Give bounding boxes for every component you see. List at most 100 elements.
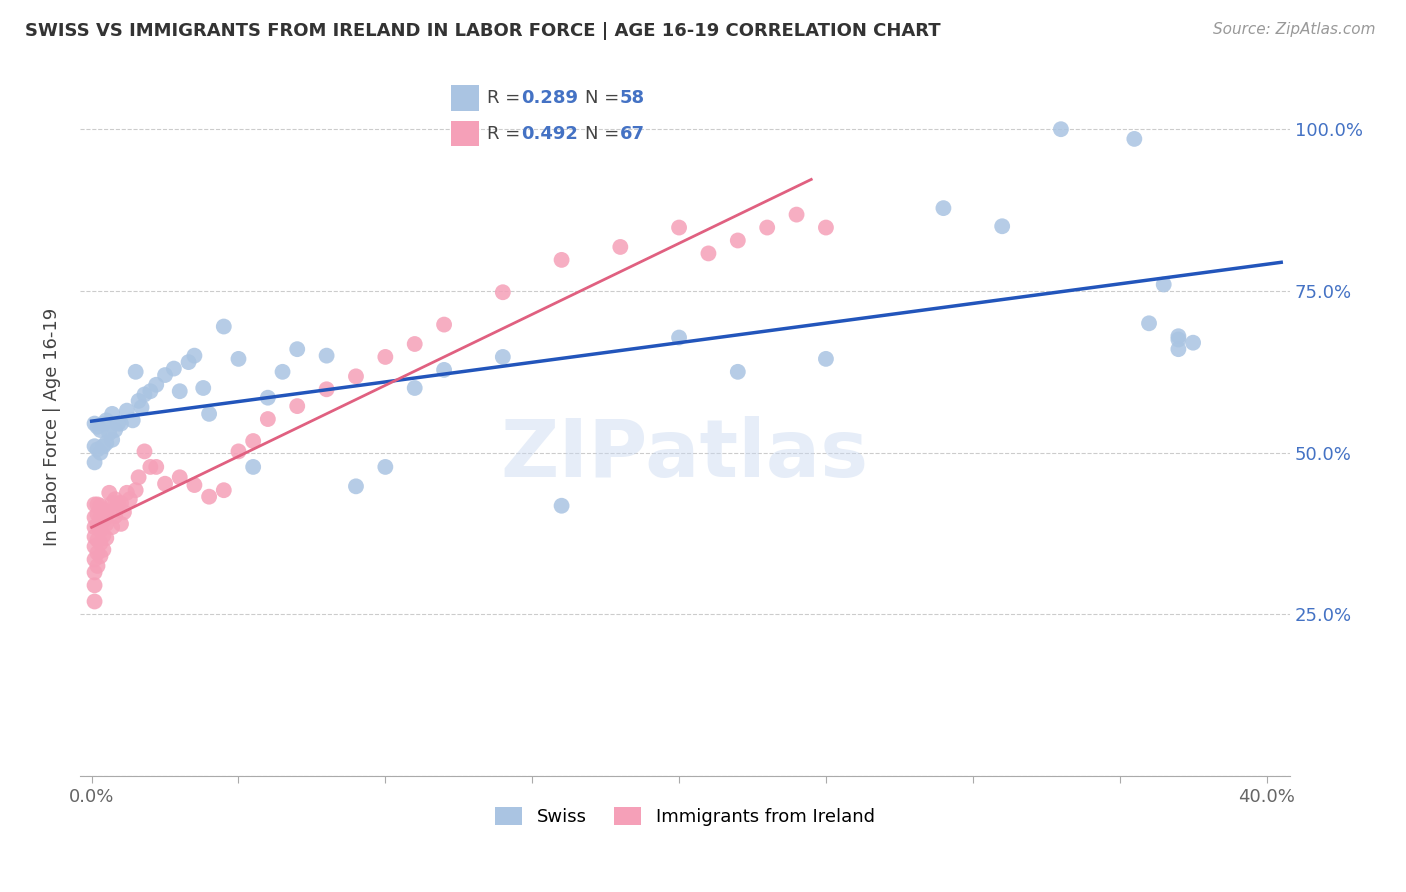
Point xyxy=(110,417,132,431)
Point xyxy=(991,219,1014,234)
Text: Source: ZipAtlas.com: Source: ZipAtlas.com xyxy=(1212,22,1375,37)
Bar xyxy=(451,120,478,146)
Text: R =: R = xyxy=(486,89,526,107)
Point xyxy=(492,285,515,300)
Point xyxy=(104,492,127,507)
Point xyxy=(932,201,955,215)
Point xyxy=(315,349,337,363)
Point xyxy=(93,502,115,516)
Point xyxy=(1167,329,1189,343)
Point xyxy=(668,330,690,344)
Text: SWISS VS IMMIGRANTS FROM IRELAND IN LABOR FORCE | AGE 16-19 CORRELATION CHART: SWISS VS IMMIGRANTS FROM IRELAND IN LABO… xyxy=(25,22,941,40)
Point xyxy=(118,492,141,507)
Point xyxy=(242,459,264,474)
Point xyxy=(124,365,146,379)
Point xyxy=(83,455,105,469)
Point xyxy=(1167,342,1189,356)
Point xyxy=(89,445,111,459)
Point xyxy=(198,407,221,421)
Bar xyxy=(451,86,478,112)
Point xyxy=(727,234,749,248)
Point xyxy=(697,246,720,260)
Point xyxy=(374,350,396,364)
Point xyxy=(285,342,308,356)
Y-axis label: In Labor Force | Age 16-19: In Labor Force | Age 16-19 xyxy=(44,308,60,546)
Point xyxy=(169,470,191,484)
Point xyxy=(83,530,105,544)
Point xyxy=(83,510,105,524)
Point xyxy=(183,478,205,492)
Point xyxy=(98,505,121,519)
Point xyxy=(814,220,837,235)
Point xyxy=(139,384,162,399)
Point xyxy=(89,423,111,437)
Point xyxy=(786,208,808,222)
Point xyxy=(1182,335,1205,350)
Point xyxy=(93,528,115,542)
Point xyxy=(404,337,426,351)
Point xyxy=(550,499,572,513)
Point xyxy=(228,351,250,366)
Legend: Swiss, Immigrants from Ireland: Swiss, Immigrants from Ireland xyxy=(488,800,882,833)
Point xyxy=(433,363,456,377)
Point xyxy=(344,479,367,493)
Text: N =: N = xyxy=(585,89,626,107)
Text: R =: R = xyxy=(486,125,526,143)
Point xyxy=(131,401,153,415)
Point xyxy=(104,509,127,524)
Point xyxy=(814,351,837,366)
Point xyxy=(433,318,456,332)
Point xyxy=(257,391,280,405)
Point xyxy=(212,319,235,334)
Text: 0.492: 0.492 xyxy=(522,125,578,143)
Point xyxy=(83,578,105,592)
Point xyxy=(124,483,146,498)
Point xyxy=(727,365,749,379)
Point xyxy=(89,510,111,524)
Point xyxy=(374,459,396,474)
Text: 0.289: 0.289 xyxy=(522,89,578,107)
Point xyxy=(107,496,129,510)
Point xyxy=(93,542,115,557)
Point xyxy=(101,520,124,534)
Point xyxy=(134,387,156,401)
Point xyxy=(112,505,135,519)
Point xyxy=(153,476,176,491)
Point xyxy=(1153,277,1175,292)
Point xyxy=(163,361,186,376)
Point xyxy=(315,382,337,396)
Point xyxy=(86,419,108,434)
Point xyxy=(98,426,121,441)
Point xyxy=(550,252,572,267)
Point xyxy=(1050,122,1073,136)
Point xyxy=(98,485,121,500)
Point xyxy=(145,459,167,474)
Point xyxy=(83,594,105,608)
Point xyxy=(83,498,105,512)
Point xyxy=(153,368,176,382)
Point xyxy=(89,549,111,564)
Point xyxy=(83,552,105,566)
Point xyxy=(96,436,118,450)
Point xyxy=(404,381,426,395)
Point xyxy=(257,412,280,426)
Point xyxy=(128,393,150,408)
Text: ZIPatlas: ZIPatlas xyxy=(501,416,869,494)
Point xyxy=(193,381,215,395)
Point xyxy=(115,403,138,417)
Point xyxy=(107,417,129,431)
Point xyxy=(756,220,779,235)
Point xyxy=(83,417,105,431)
Point xyxy=(86,546,108,560)
Point xyxy=(96,531,118,545)
Point xyxy=(101,496,124,510)
Point xyxy=(271,365,294,379)
Point xyxy=(492,350,515,364)
Point xyxy=(344,369,367,384)
Point xyxy=(83,439,105,453)
Point xyxy=(86,558,108,573)
Point xyxy=(134,444,156,458)
Text: 58: 58 xyxy=(620,89,645,107)
Point xyxy=(96,413,118,427)
Point xyxy=(177,355,200,369)
